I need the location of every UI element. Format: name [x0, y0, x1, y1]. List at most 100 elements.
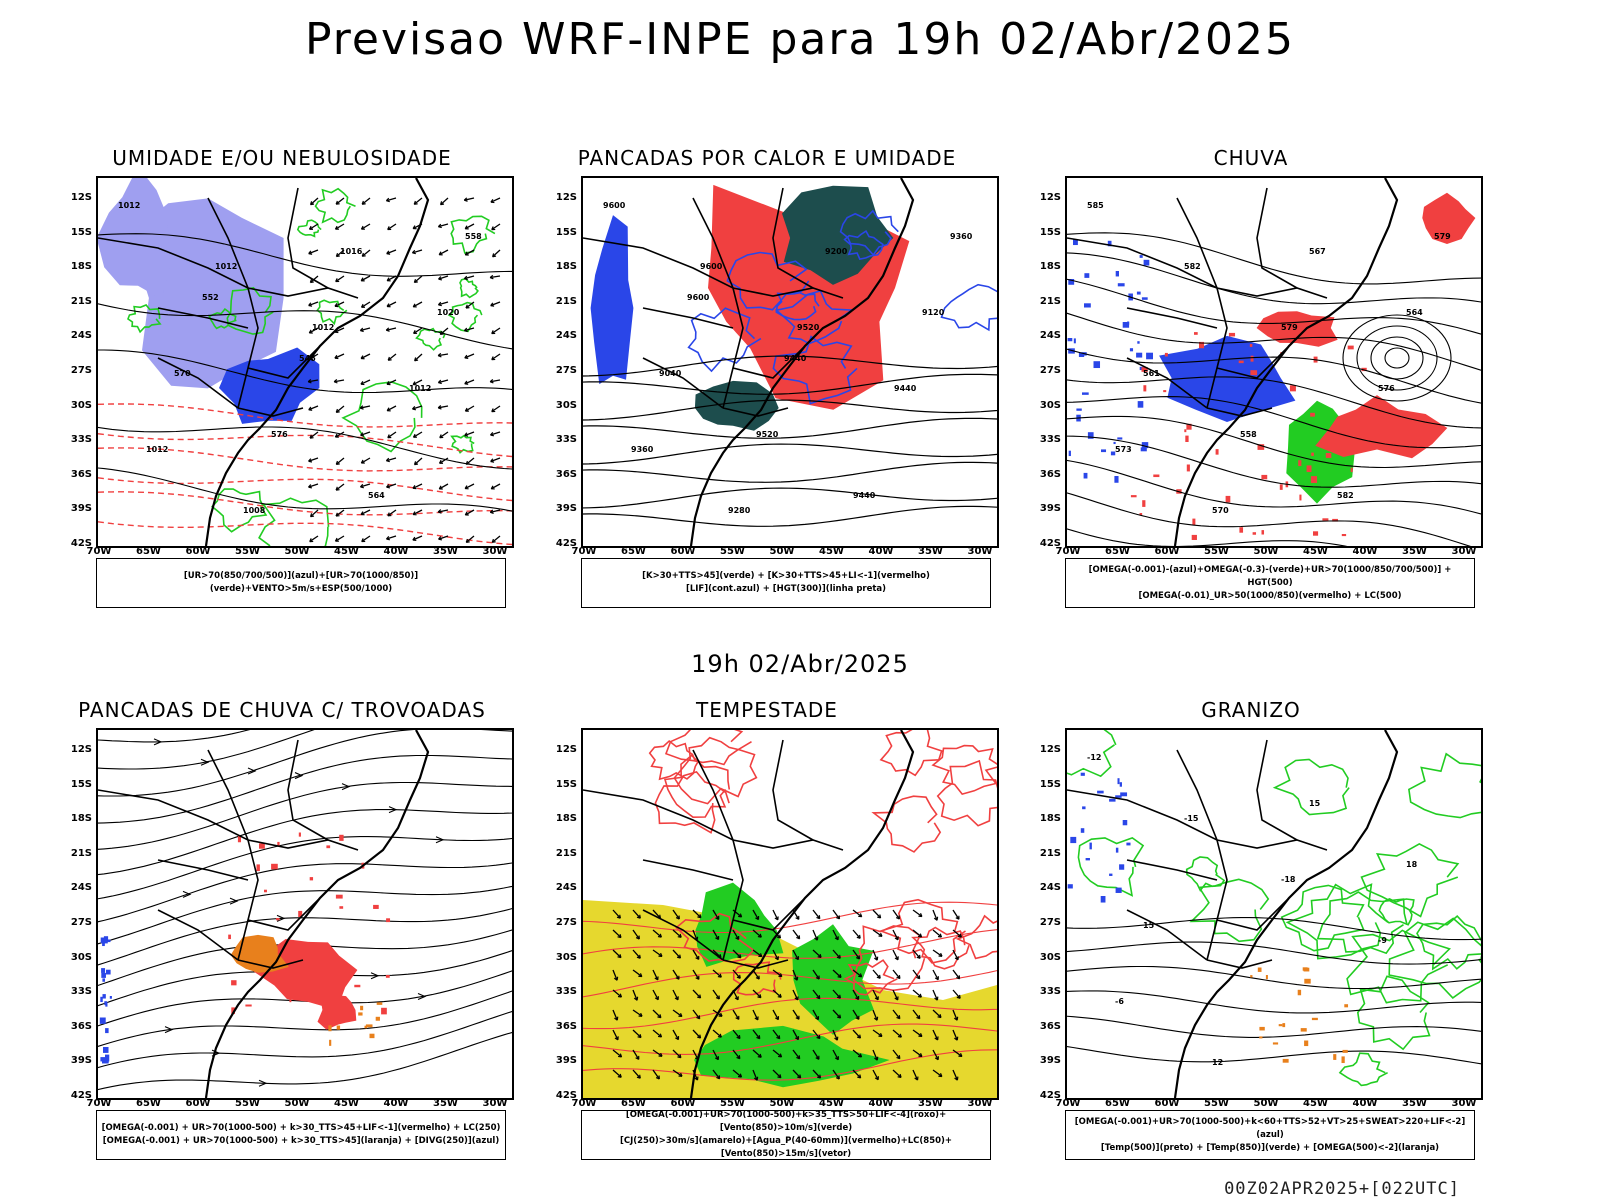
latitude-label: 36S [555, 1020, 577, 1032]
longitude-label: 70W [1055, 1098, 1081, 1109]
wind850-vector [736, 1055, 741, 1060]
panel-pancadas-trovoadas: PANCADAS DE CHUVA C/ TROVOADAS 12S 15S 18S 2… [52, 698, 514, 1178]
wind850-vector [794, 1036, 800, 1041]
thunder-speckle [339, 906, 344, 909]
hail-speckle-blue [1117, 778, 1120, 785]
latitude-label: 27S [70, 917, 92, 928]
wind850-vector [652, 909, 661, 919]
wind850-vector [617, 934, 622, 939]
wind-arrow [309, 538, 314, 543]
height-contour-300 [583, 417, 997, 439]
wind850-vector [657, 1014, 662, 1019]
wind850-vector [772, 969, 783, 978]
streamline [98, 836, 512, 900]
panel-title: PANCADAS DE CHUVA C/ TROVOADAS [78, 698, 486, 722]
wind850-vector [816, 915, 821, 920]
divergence-speckle [99, 1017, 106, 1024]
wind850-vector [932, 909, 938, 921]
rain-speckle [1130, 495, 1137, 498]
wind850-vector [814, 936, 819, 941]
rain-speckle [1310, 412, 1315, 417]
wind850-vector [715, 915, 720, 920]
rain-speckle [1122, 322, 1130, 328]
wind850-vector [756, 1035, 761, 1040]
wind-arrow [438, 276, 443, 281]
rain-speckle [1142, 500, 1146, 507]
panel-title: CHUVA [1213, 146, 1289, 170]
humidity-contour-green [341, 381, 423, 453]
wind850-vector [692, 1029, 702, 1039]
rain-speckle [1084, 273, 1090, 278]
contour-label: -6 [1115, 997, 1124, 1006]
rain-speckle [1298, 460, 1302, 467]
rain-speckle [1137, 341, 1140, 344]
legend-line: [CJ(250)>30m/s](amarelo)+[Agua_P(40-60mm… [619, 1136, 953, 1159]
coastline [689, 178, 915, 546]
wind-arrow [386, 381, 391, 386]
wind-arrow [335, 408, 340, 413]
thunder-speckle [256, 864, 260, 872]
omega-speckle-orange [1342, 1049, 1348, 1053]
contour-label: 558 [465, 232, 482, 241]
wind850-vector [892, 1069, 902, 1078]
wind850-vector [612, 1009, 618, 1021]
wind850-vector [954, 1036, 959, 1041]
wind850-vector [916, 975, 921, 980]
wind-arrow [361, 538, 366, 543]
wind850-vector [912, 969, 921, 980]
omega-speckle-orange [1257, 967, 1262, 972]
wind850-vector [652, 969, 659, 981]
contour-label: 15 [1309, 799, 1321, 808]
wind-arrow [334, 225, 339, 230]
temp850-contour-green [1378, 898, 1415, 926]
wind-arrow [360, 405, 371, 409]
wind-arrow [412, 536, 417, 542]
latitude-label: 36S [70, 468, 92, 480]
temp500-contour [1067, 1046, 1481, 1065]
wind-arrow [334, 354, 339, 360]
wind850-vector [874, 1076, 879, 1081]
contour-label: -18 [1281, 875, 1296, 884]
wind850-vector [636, 954, 641, 959]
rain-speckle [1087, 432, 1094, 439]
latitude-label: 12S [70, 744, 92, 755]
water-contour-red [732, 961, 782, 996]
latitude-label: 42S [555, 1090, 577, 1101]
wind850-vector [812, 949, 822, 958]
thunder-speckle [277, 841, 280, 846]
divergence-speckle [105, 1054, 110, 1062]
wind-arrow [360, 353, 371, 360]
wind-arrow [386, 483, 397, 488]
wind-arrow [464, 327, 475, 332]
latitude-label: 30S [70, 399, 92, 411]
longitude-label: 65W [1105, 1098, 1130, 1109]
border-line [237, 407, 304, 417]
rain-speckle [1194, 332, 1198, 335]
wind850-vector [654, 996, 659, 1001]
wind850-vector [697, 914, 702, 919]
wind850-vector [635, 935, 640, 940]
water-contour-red [911, 926, 970, 970]
wind850-vector [732, 1069, 742, 1078]
wind850-vector [956, 994, 961, 999]
streamline-arrow [370, 972, 380, 980]
wind850-vector [752, 1049, 762, 1058]
border-line [157, 909, 239, 961]
wind-arrow [439, 434, 444, 439]
hail-speckle-blue [1109, 798, 1116, 802]
wind-arrow [360, 275, 371, 282]
wind-arrow [438, 535, 449, 540]
omega-speckle-orange [1259, 1026, 1265, 1031]
wind850-vector [918, 1052, 923, 1058]
rain-speckle [1083, 472, 1088, 479]
wind-arrow [360, 327, 371, 332]
rain-speckle [1101, 449, 1107, 453]
rain-speckle [1261, 474, 1268, 480]
latitude-label: 36S [555, 468, 577, 480]
longitude-label: 60W [1154, 546, 1180, 557]
omega-speckle-orange [1272, 1042, 1279, 1045]
wind850-vector [896, 1015, 901, 1020]
rain-speckle [1082, 392, 1089, 395]
divergence-speckle [107, 939, 111, 943]
border-line [1256, 739, 1298, 841]
